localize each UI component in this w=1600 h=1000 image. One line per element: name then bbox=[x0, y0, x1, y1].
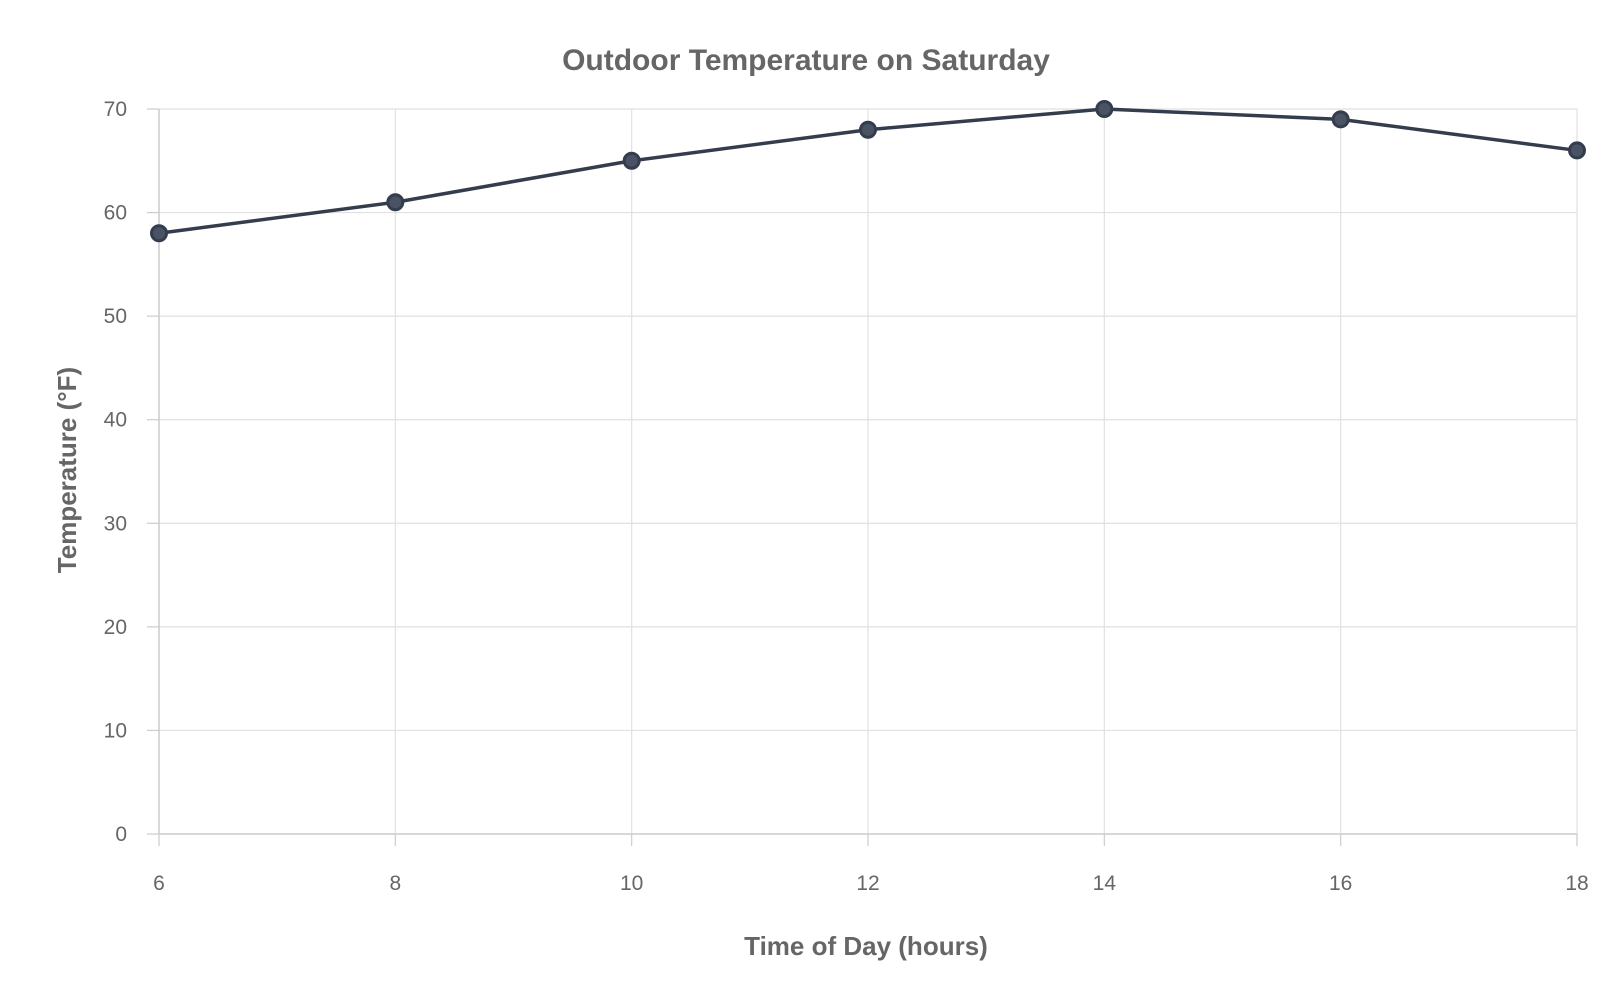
data-point bbox=[1568, 141, 1586, 160]
tick-labels: 0 10 20 30 40 50 60 70 6 8 10 12 14 16 18 bbox=[104, 98, 1589, 895]
data-point bbox=[1095, 100, 1114, 118]
chart-title: Outdoor Temperature on Saturday bbox=[562, 44, 1050, 77]
y-tick-label: 40 bbox=[104, 409, 127, 432]
x-axis-label: Time of Day (hours) bbox=[744, 931, 988, 961]
y-tick-label: 30 bbox=[104, 512, 127, 535]
axis-layer bbox=[147, 108, 1578, 846]
y-tick-label: 60 bbox=[104, 202, 127, 225]
y-tick-label: 0 bbox=[115, 823, 127, 846]
data-point bbox=[386, 193, 405, 212]
y-tick-label: 20 bbox=[104, 616, 127, 639]
grid-layer bbox=[159, 108, 1578, 834]
x-tick-label: 16 bbox=[1329, 872, 1352, 895]
x-tick-label: 6 bbox=[153, 872, 165, 895]
y-tick-label: 70 bbox=[104, 98, 127, 121]
data-point bbox=[859, 120, 877, 139]
y-tick-label: 50 bbox=[104, 305, 127, 328]
x-tick-label: 10 bbox=[620, 872, 643, 895]
x-tick-label: 18 bbox=[1565, 872, 1588, 895]
y-tick-label: 10 bbox=[104, 719, 127, 742]
series-layer bbox=[150, 100, 1586, 243]
data-point bbox=[622, 151, 641, 170]
y-axis-label: Temperature (°F) bbox=[52, 367, 82, 573]
data-point bbox=[1331, 110, 1350, 129]
data-point bbox=[150, 224, 168, 243]
x-tick-label: 14 bbox=[1093, 872, 1117, 895]
x-tick-label: 8 bbox=[389, 872, 401, 895]
x-tick-label: 12 bbox=[856, 872, 879, 895]
